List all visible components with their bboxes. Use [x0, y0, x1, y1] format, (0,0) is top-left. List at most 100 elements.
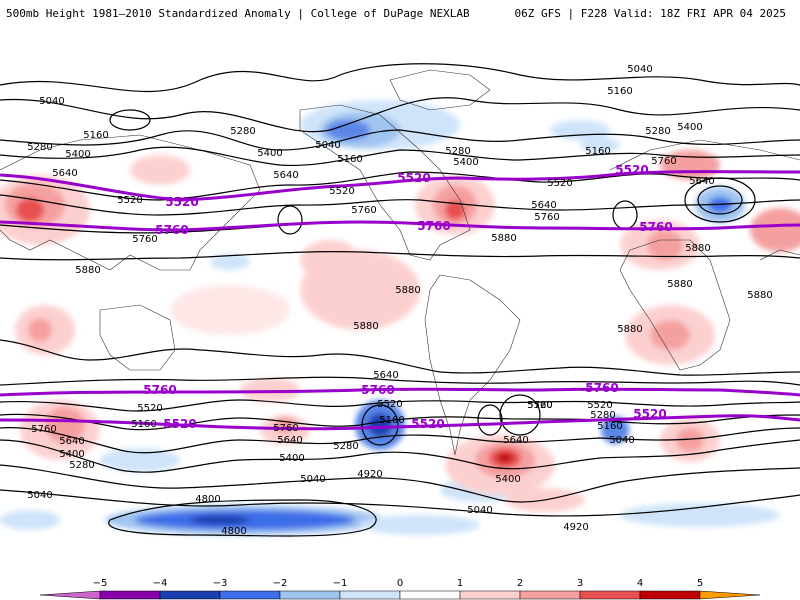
- contour-label: 5880: [491, 233, 516, 244]
- contour-label: 5040: [467, 505, 492, 516]
- colorbar-tick-label: 5: [697, 578, 703, 589]
- contour-label: 5280: [230, 126, 255, 137]
- colorbar-tick-label: −4: [153, 578, 168, 589]
- colorbar-swatch: [39, 590, 101, 600]
- contour-label: 5760: [351, 205, 376, 216]
- contour-label: 5400: [59, 449, 84, 460]
- highlight-contour-labels: 5520 5760 5520 5760 5520 5760 5760 5520 …: [143, 163, 672, 431]
- contour-label: 5280: [590, 410, 615, 421]
- contour-label: 5640: [59, 436, 84, 447]
- contour-label: 5880: [617, 324, 642, 335]
- contour-label: 5040: [609, 435, 634, 446]
- contour-label: 4920: [357, 469, 382, 480]
- contour-label: 4800: [195, 494, 220, 505]
- highlight-label: 5520: [163, 417, 196, 431]
- highlight-contours: [0, 170, 800, 431]
- model-run-info: 06Z GFS | F228 Valid: 18Z FRI APR 04 202…: [514, 7, 786, 20]
- colorbar-tick-label: −1: [333, 578, 348, 589]
- contour-label: 5280: [333, 441, 358, 452]
- contour-label: 5520: [547, 178, 572, 189]
- colorbar-tick-label: 4: [637, 578, 643, 589]
- colorbar-swatch: [579, 590, 641, 600]
- contour-label: 4920: [563, 522, 588, 533]
- colorbar-tick-label: 1: [457, 578, 463, 589]
- contour-label: 5280: [645, 126, 670, 137]
- colorbar-tick-label: −5: [93, 578, 108, 589]
- contour-label: 5880: [395, 285, 420, 296]
- highlight-label: 5520: [615, 163, 648, 177]
- contour-label: 5640: [531, 200, 556, 211]
- contour-label: 4800: [221, 526, 246, 537]
- contour-label: 5400: [65, 149, 90, 160]
- contour-label: 5400: [453, 157, 478, 168]
- contour-label: 5640: [373, 370, 398, 381]
- colorbar-swatch: [459, 590, 521, 600]
- colorbar-tick-label: −2: [273, 578, 288, 589]
- contour-label: 5760: [273, 423, 298, 434]
- contour-label: 5040: [39, 96, 64, 107]
- contour-label: 5400: [495, 474, 520, 485]
- negative-anomaly-shading: [0, 100, 780, 535]
- contour-label: 5640: [52, 168, 77, 179]
- contour-label: 5640: [689, 176, 714, 187]
- colorbar: −5 −4 −3 −2 −1 0 1 2 3 4 5: [39, 578, 761, 600]
- highlight-label: 5520: [633, 407, 666, 421]
- contour-label: 5040: [300, 474, 325, 485]
- highlight-label: 5760: [417, 219, 450, 233]
- highlight-label: 5520: [397, 171, 430, 185]
- highlight-label: 5760: [361, 383, 394, 397]
- highlight-label: 5760: [639, 220, 672, 234]
- colorbar-swatch: [519, 590, 581, 600]
- colorbar-swatch: [219, 590, 281, 600]
- contour-label: 5040: [27, 490, 52, 501]
- highlight-label: 5760: [585, 381, 618, 395]
- contour-label: 5520: [587, 400, 612, 411]
- contour-label: 5400: [677, 122, 702, 133]
- contour-label: 5760: [31, 424, 56, 435]
- contour-label: 5880: [685, 243, 710, 254]
- contour-label: 5760: [534, 212, 559, 223]
- contour-label: 5520: [329, 186, 354, 197]
- colorbar-swatch: [639, 590, 701, 600]
- contour-label: 5520: [117, 195, 142, 206]
- colorbar-swatch: [279, 590, 341, 600]
- contour-label: 5280: [27, 142, 52, 153]
- contour-label: 5640: [503, 435, 528, 446]
- colorbar-tick-label: −3: [213, 578, 228, 589]
- height-contours: [0, 63, 800, 537]
- colorbar-tick-label: 0: [397, 578, 403, 589]
- colorbar-tick-label: 3: [577, 578, 583, 589]
- contour-label: 5160: [585, 146, 610, 157]
- map-title: 500mb Height 1981–2010 Standardized Anom…: [6, 7, 470, 20]
- contour-label: 5880: [747, 290, 772, 301]
- highlight-label: 5760: [155, 223, 188, 237]
- contour-label: 5640: [277, 435, 302, 446]
- contour-label: 5160: [131, 419, 156, 430]
- colorbar-swatch: [99, 590, 161, 600]
- contour-label: 5400: [257, 148, 282, 159]
- colorbar-swatch: [399, 590, 461, 600]
- colorbar-swatch: [699, 590, 761, 600]
- contour-label: 5880: [353, 321, 378, 332]
- contour-label: 5040: [627, 64, 652, 75]
- contour-label: 5760: [651, 156, 676, 167]
- anomaly-map: 5040 5160 5280 5400 5520 5640 5760 5880 …: [0, 40, 800, 580]
- contour-label: 5160: [83, 130, 108, 141]
- contour-label: 5760: [527, 400, 552, 411]
- contour-label: 5280: [445, 146, 470, 157]
- colorbar-swatch: [159, 590, 221, 600]
- contour-label: 5640: [273, 170, 298, 181]
- contour-label: 5880: [75, 265, 100, 276]
- highlight-label: 5520: [411, 417, 444, 431]
- highlight-label: 5520: [165, 195, 198, 209]
- contour-label: 5160: [607, 86, 632, 97]
- contour-label: 5400: [279, 453, 304, 464]
- contour-label: 5160: [379, 415, 404, 426]
- contour-label: 5760: [132, 234, 157, 245]
- contour-label: 5280: [69, 460, 94, 471]
- contour-labels: 5040 5160 5280 5400 5520 5640 5760 5880 …: [27, 64, 772, 537]
- contour-label: 5520: [377, 399, 402, 410]
- contour-label: 5520: [137, 403, 162, 414]
- colorbar-tick-label: 2: [517, 578, 523, 589]
- contour-label: 5160: [597, 421, 622, 432]
